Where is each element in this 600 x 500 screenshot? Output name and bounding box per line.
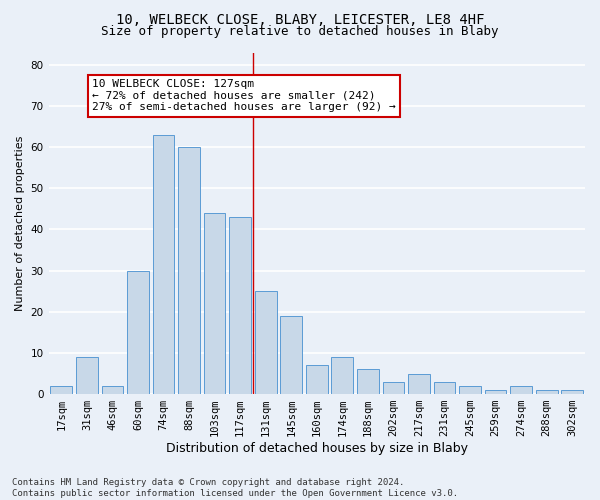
Bar [280, 316, 302, 394]
Bar [76, 357, 98, 394]
X-axis label: Distribution of detached houses by size in Blaby: Distribution of detached houses by size … [166, 442, 468, 455]
Bar [408, 374, 430, 394]
Text: 10 WELBECK CLOSE: 127sqm
← 72% of detached houses are smaller (242)
27% of semi-: 10 WELBECK CLOSE: 127sqm ← 72% of detach… [92, 80, 396, 112]
Bar [50, 386, 72, 394]
Bar [101, 386, 123, 394]
Bar [536, 390, 557, 394]
Bar [204, 213, 226, 394]
Bar [306, 366, 328, 394]
Bar [357, 370, 379, 394]
Bar [510, 386, 532, 394]
Bar [331, 357, 353, 394]
Bar [152, 135, 175, 394]
Text: Size of property relative to detached houses in Blaby: Size of property relative to detached ho… [101, 25, 499, 38]
Bar [459, 386, 481, 394]
Bar [383, 382, 404, 394]
Bar [562, 390, 583, 394]
Bar [229, 217, 251, 394]
Bar [485, 390, 506, 394]
Bar [127, 270, 149, 394]
Bar [255, 291, 277, 394]
Y-axis label: Number of detached properties: Number of detached properties [15, 136, 25, 311]
Bar [434, 382, 455, 394]
Text: 10, WELBECK CLOSE, BLABY, LEICESTER, LE8 4HF: 10, WELBECK CLOSE, BLABY, LEICESTER, LE8… [116, 12, 484, 26]
Bar [178, 147, 200, 394]
Text: Contains HM Land Registry data © Crown copyright and database right 2024.
Contai: Contains HM Land Registry data © Crown c… [12, 478, 458, 498]
